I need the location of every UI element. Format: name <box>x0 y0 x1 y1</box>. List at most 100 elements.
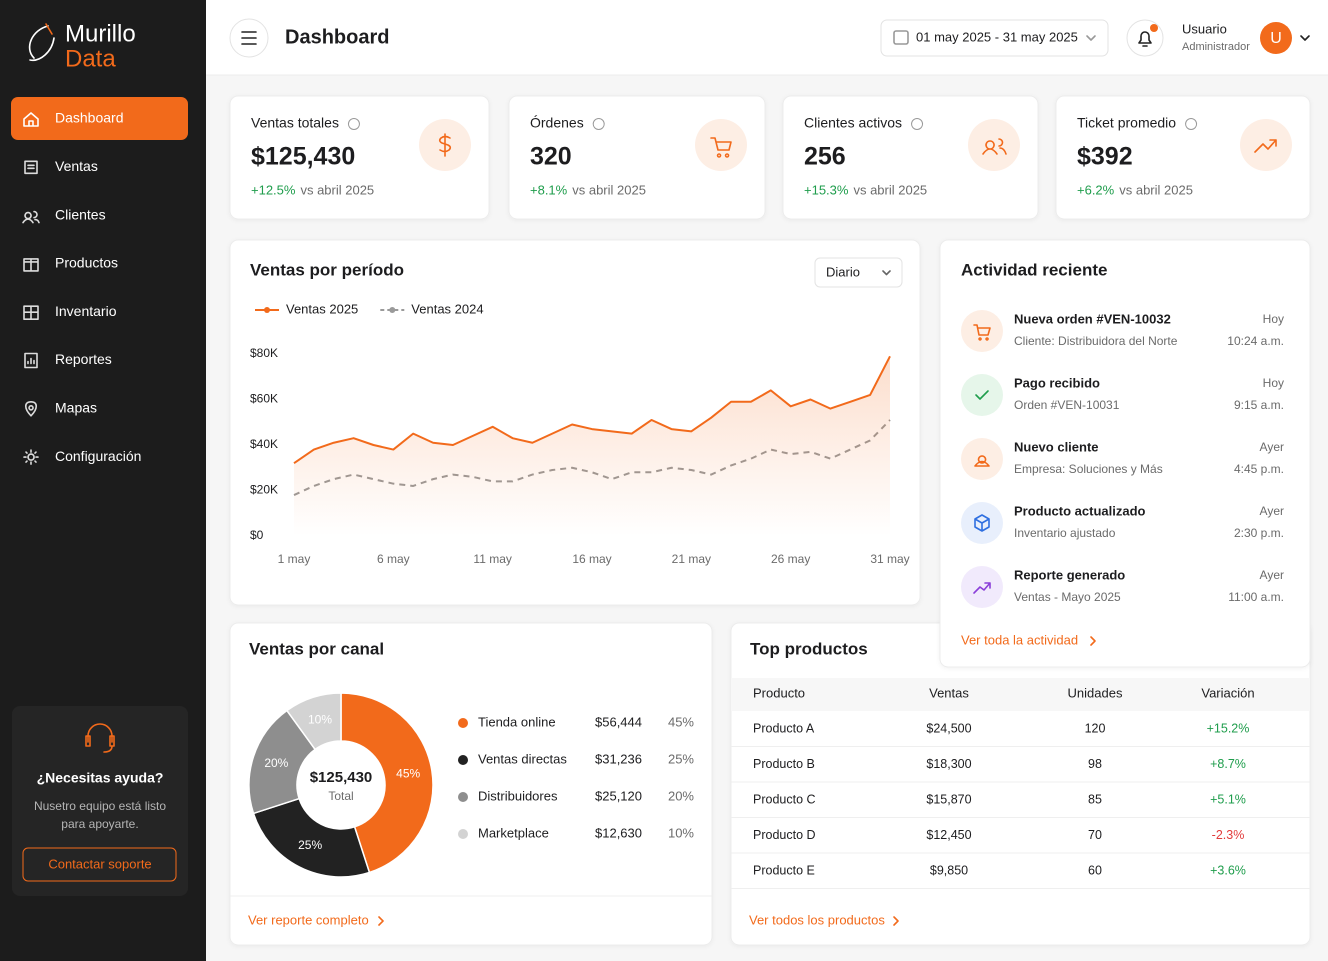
activity-icon-bg <box>961 374 1003 416</box>
channel-card <box>229 622 713 946</box>
notifications-button[interactable] <box>1126 19 1164 57</box>
table-cell: $12,450 <box>926 828 971 842</box>
column-header: Producto <box>753 685 805 700</box>
donut-chart: 45% Tienda online $56,444 45% 25% Ventas dire… <box>248 692 694 878</box>
kpi-icon <box>1254 139 1277 153</box>
kpi-value: $125,430 <box>251 143 355 171</box>
activity-title: Reporte generado <box>1014 567 1125 582</box>
activity-title: Pago recibido <box>1014 375 1100 390</box>
table-cell: +15.2% <box>1207 721 1250 735</box>
activity-day: Ayer <box>1260 568 1284 582</box>
activity-subtitle: Cliente: Distribuidora del Norte <box>1014 334 1178 348</box>
kpi-change: +8.1% <box>530 182 568 197</box>
kpi-compare: vs abril 2025 <box>300 182 374 197</box>
kpi-value: 320 <box>530 143 572 171</box>
nav-item[interactable]: Reportes <box>55 351 112 367</box>
activity-day: Hoy <box>1263 376 1284 390</box>
nav-item[interactable]: Dashboard <box>55 110 124 126</box>
chevron <box>378 916 384 926</box>
info-icon <box>592 118 605 130</box>
activity-title: Nuevo cliente <box>1014 439 1099 454</box>
kpi-icon <box>982 138 1007 155</box>
chart-title: Ventas por canal <box>249 639 384 658</box>
area-fill <box>294 356 890 536</box>
help-title: ¿Necesitas ayuda? <box>37 770 164 786</box>
x-tick-label: 31 may <box>870 552 909 566</box>
nav-icon <box>23 112 39 127</box>
table-cell: Producto D <box>753 828 816 842</box>
nav-item[interactable]: Clientes <box>55 206 106 222</box>
table-cell: +8.7% <box>1210 757 1246 771</box>
nav-icon <box>24 352 38 369</box>
nav-icon <box>24 400 38 417</box>
activity-time: 11:00 a.m. <box>1228 590 1284 604</box>
kpi-icon-bg <box>695 119 747 171</box>
kpi-card <box>229 95 490 220</box>
y-tick-label: $60K <box>250 392 278 406</box>
activity-day: Ayer <box>1260 440 1284 454</box>
table-cell: 120 <box>1085 721 1106 735</box>
legend-percent: 45% <box>668 714 694 729</box>
nav-item[interactable]: Mapas <box>55 400 97 416</box>
kpi-icon <box>710 137 732 158</box>
kpi-card <box>508 95 766 220</box>
activity-link[interactable]: Ver toda la actividad <box>961 632 1078 647</box>
kpi-value: $392 <box>1077 143 1133 171</box>
legend-dot <box>458 792 468 802</box>
kpi-change: +12.5% <box>251 182 296 197</box>
nav-icon <box>23 449 39 465</box>
activity-icon-bg <box>961 310 1003 352</box>
logo-accent <box>45 23 53 35</box>
nav-item[interactable]: Configuración <box>55 448 141 464</box>
center-value: $125,430 <box>310 769 373 786</box>
kpi-label: Órdenes <box>530 115 584 131</box>
legend-percent: 20% <box>668 788 694 803</box>
support-button-label[interactable]: Contactar soporte <box>48 856 151 871</box>
table-cell: 60 <box>1088 863 1102 877</box>
slice-label: 20% <box>264 756 288 770</box>
date-picker[interactable] <box>880 19 1109 57</box>
activity-day: Ayer <box>1260 504 1284 518</box>
nav-item[interactable]: Productos <box>55 255 118 271</box>
table-cell: +5.1% <box>1210 792 1246 806</box>
products-card <box>730 622 1311 946</box>
support-button[interactable] <box>22 847 177 882</box>
info-icon <box>1185 118 1198 130</box>
card-title: Top productos <box>750 639 868 658</box>
table-cell: 98 <box>1088 757 1102 771</box>
nav-item[interactable]: Ventas <box>55 158 98 174</box>
table-cell: Producto C <box>753 792 816 806</box>
column-header: Unidades <box>1068 685 1123 700</box>
activity-icon-bg <box>961 566 1003 608</box>
activity-subtitle: Ventas - Mayo 2025 <box>1014 590 1121 604</box>
activity-card <box>939 239 1311 668</box>
legend-amount: $56,444 <box>595 714 642 729</box>
help-text: Nusetro equipo está listo <box>34 799 166 813</box>
legend-label: Ventas 2024 <box>411 301 483 316</box>
brand: Murillo Data <box>28 20 136 72</box>
card-title: Actividad reciente <box>961 260 1107 279</box>
legend-percent: 25% <box>668 751 694 766</box>
legend-dot <box>458 829 468 839</box>
donut-slice <box>252 797 371 878</box>
activity-icon-bg <box>961 438 1003 480</box>
legend-dot <box>458 718 468 728</box>
column-header: Variación <box>1201 685 1254 700</box>
avatar[interactable] <box>1260 22 1292 54</box>
x-tick-label: 26 may <box>771 552 810 566</box>
table-cell: $15,870 <box>926 792 971 806</box>
activity-icon <box>973 582 991 594</box>
legend-dot <box>389 307 396 313</box>
brand-name: Murillo <box>65 20 136 47</box>
period-select[interactable] <box>814 257 903 288</box>
slice-label: 25% <box>298 838 322 852</box>
nav-item[interactable]: Inventario <box>55 303 117 319</box>
kpi-change: +15.3% <box>804 182 849 197</box>
help-text: para apoyarte. <box>61 817 138 831</box>
report-link[interactable]: Ver reporte completo <box>248 912 369 927</box>
page-title: Dashboard <box>285 26 389 48</box>
products-link[interactable]: Ver todos los productos <box>749 912 885 927</box>
activity-icon <box>974 455 990 467</box>
nav-icon <box>23 258 39 272</box>
brand-name: Data <box>65 45 116 72</box>
